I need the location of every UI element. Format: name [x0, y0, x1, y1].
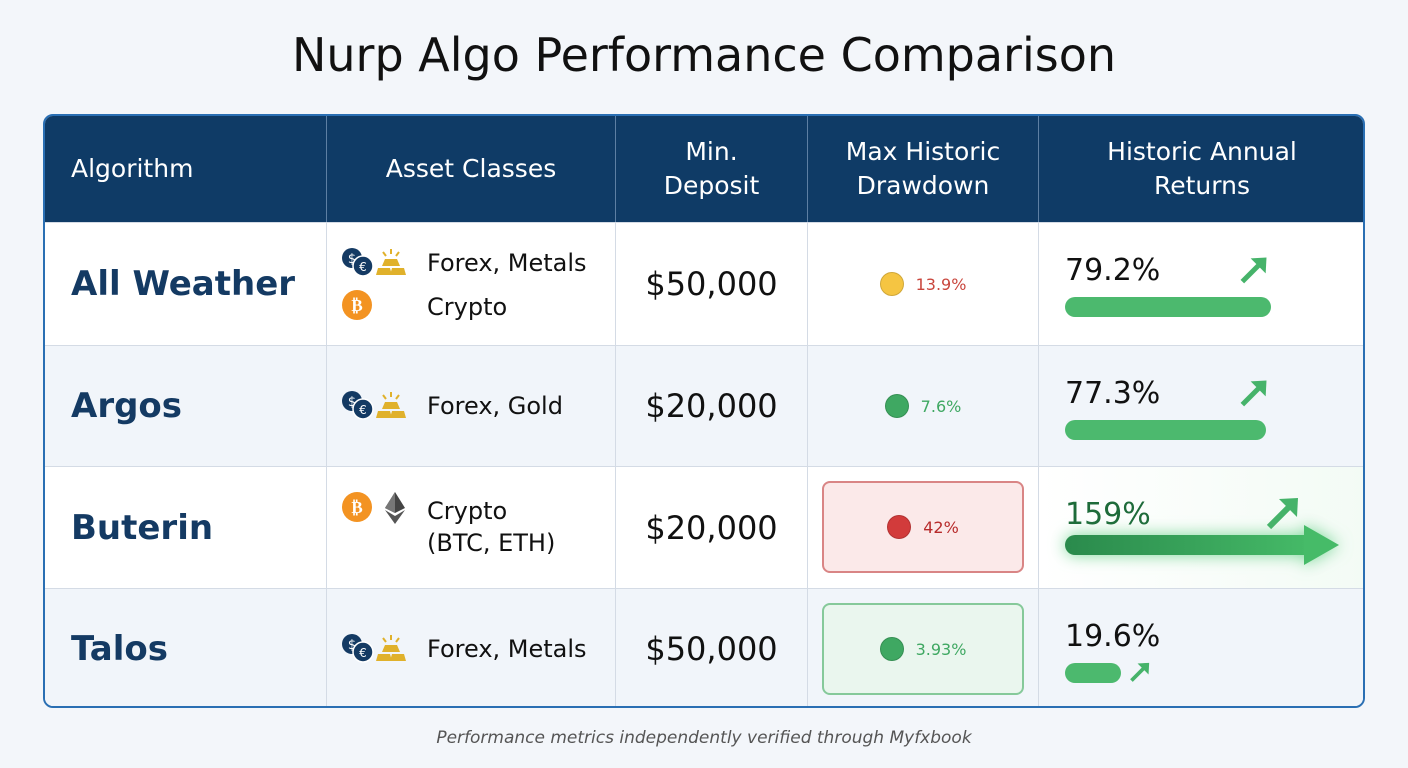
page-title: Nurp Algo Performance Comparison	[291, 28, 1117, 82]
annual-returns: 79.2%	[1039, 223, 1363, 345]
returns-bar	[1065, 420, 1266, 440]
drawdown-value: 7.6%	[920, 396, 962, 416]
algorithm-name: All Weather	[45, 223, 327, 345]
svg-text:₿: ₿	[351, 296, 362, 316]
annual-returns: 19.6%	[1039, 589, 1363, 706]
trend-up-icon	[1240, 380, 1267, 407]
header-algorithm: Algorithm	[45, 116, 327, 222]
status-dot-icon	[884, 394, 909, 418]
annual-returns: 77.3%	[1039, 346, 1363, 466]
footer-note: Performance metrics independently verifi…	[436, 728, 972, 748]
asset-label: Forex, Metals	[427, 635, 587, 663]
drawdown-value: 13.9%	[915, 274, 967, 294]
asset-classes: ₿ Crypto (BTC, ETH)	[327, 467, 616, 588]
table-row: Buterin ₿ Crypto (BTC, ETH) $20,000 42% 15…	[45, 466, 1363, 588]
returns-bar	[1065, 663, 1121, 683]
asset-classes: $ € Forex, Gold	[327, 346, 616, 466]
header-annual-returns: Historic Annual Returns	[1107, 137, 1297, 200]
drawdown-highlight: 3.93%	[822, 603, 1024, 695]
forex-icon: $ €	[341, 633, 374, 663]
gold-bars-icon	[375, 247, 406, 275]
table-row: Argos $ € Forex, Gold $20,000 7.6% 77.3%	[45, 345, 1363, 466]
returns-value: 79.2%	[1065, 253, 1161, 288]
asset-label: (BTC, ETH)	[427, 529, 556, 557]
table-row: Talos $ € Forex, Metals $50,000 3.93% 19.6…	[45, 588, 1363, 706]
asset-label: Forex, Metals	[427, 249, 587, 277]
ethereum-icon	[383, 491, 407, 524]
bitcoin-icon: ₿	[341, 289, 372, 320]
returns-bar	[1065, 297, 1271, 317]
drawdown-wrap: 7.6%	[808, 346, 1038, 466]
svg-text:€: €	[359, 260, 367, 274]
returns-value: 19.6%	[1065, 619, 1161, 654]
algorithm-name: Argos	[45, 346, 327, 466]
trend-up-icon	[1266, 498, 1298, 530]
max-drawdown: 42%	[808, 467, 1039, 588]
header-min-deposit: Min. Deposit	[616, 116, 808, 222]
bitcoin-icon: ₿	[341, 491, 372, 522]
svg-text:₿: ₿	[351, 498, 362, 518]
header-max-drawdown: Max Historic Drawdown	[808, 116, 1039, 222]
gold-bars-icon	[375, 390, 406, 418]
drawdown-value: 3.93%	[915, 639, 967, 659]
drawdown-value: 42%	[923, 517, 959, 537]
svg-text:$: $	[348, 395, 356, 410]
status-dot-icon	[879, 637, 904, 661]
comparison-table: Algorithm Asset Classes Min. Deposit Max…	[43, 114, 1365, 708]
min-deposit: $20,000	[616, 346, 808, 466]
max-drawdown: 7.6%	[808, 346, 1039, 466]
min-deposit: $20,000	[616, 467, 808, 588]
asset-label: Forex, Gold	[427, 392, 563, 420]
asset-label: Crypto	[427, 497, 508, 525]
svg-text:$: $	[348, 638, 356, 653]
forex-icon: $ €	[341, 247, 374, 277]
status-dot-icon	[879, 272, 904, 296]
table-header: Algorithm Asset Classes Min. Deposit Max…	[45, 116, 1363, 222]
asset-label: Crypto	[427, 293, 508, 321]
annual-returns: 159%	[1039, 467, 1363, 588]
svg-text:€: €	[359, 403, 367, 417]
max-drawdown: 3.93%	[808, 589, 1039, 706]
status-dot-icon	[887, 515, 912, 539]
algorithm-name: Talos	[45, 589, 327, 706]
returns-bar-arrow	[1065, 525, 1339, 565]
algorithm-name: Buterin	[45, 467, 327, 588]
drawdown-highlight: 42%	[822, 481, 1024, 573]
returns-value: 77.3%	[1065, 376, 1161, 411]
max-drawdown: 13.9%	[808, 223, 1039, 345]
min-deposit: $50,000	[616, 589, 808, 706]
forex-icon: $ €	[341, 390, 374, 420]
returns-value: 159%	[1065, 497, 1151, 532]
table-row: All Weather $ € ₿ Forex, Metals Crypto $50,0…	[45, 222, 1363, 345]
svg-text:€: €	[359, 646, 367, 660]
trend-up-icon	[1240, 257, 1267, 284]
asset-classes: $ € ₿ Forex, Metals Crypto	[327, 223, 616, 345]
min-deposit: $50,000	[616, 223, 808, 345]
asset-classes: $ € Forex, Metals	[327, 589, 616, 706]
svg-text:$: $	[348, 252, 356, 267]
trend-up-icon	[1130, 662, 1150, 682]
header-asset-classes: Asset Classes	[327, 116, 616, 222]
gold-bars-icon	[375, 633, 406, 661]
drawdown-wrap: 13.9%	[808, 223, 1038, 345]
